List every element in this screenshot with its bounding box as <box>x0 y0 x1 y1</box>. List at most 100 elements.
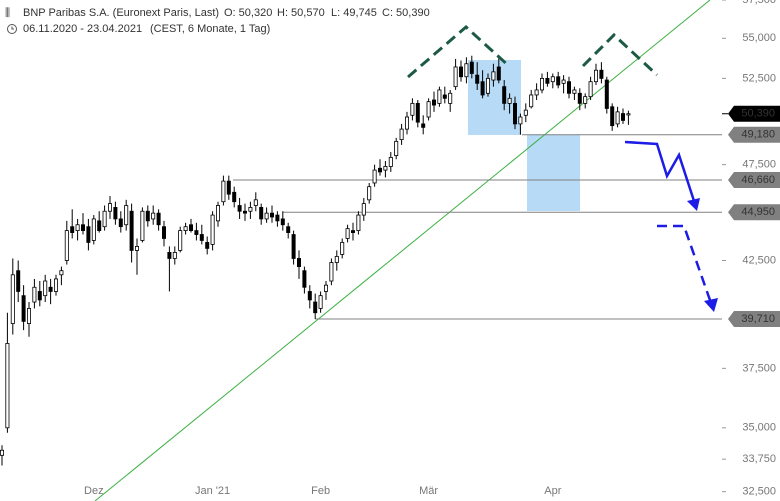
candle-body <box>215 205 220 222</box>
candle-body <box>242 210 247 214</box>
level-label: 46,660 <box>741 174 775 186</box>
candle-body <box>323 284 328 292</box>
candle-body <box>410 102 415 116</box>
candle-body <box>594 69 599 83</box>
candle-body <box>604 79 609 109</box>
candle-body <box>453 66 458 88</box>
candle-body <box>113 207 118 220</box>
candle-body <box>318 295 323 309</box>
dashed-arrow <box>657 224 713 304</box>
arrowhead <box>704 298 718 312</box>
candle-body <box>615 111 620 125</box>
clock-icon <box>7 24 17 34</box>
candle-body <box>188 224 193 232</box>
candle-body <box>556 76 561 86</box>
candle-body <box>485 77 490 94</box>
candle-body <box>183 226 188 232</box>
low-label: L: 49,745 <box>331 7 377 19</box>
candle-body <box>577 92 582 104</box>
candle-body <box>75 224 80 232</box>
level-tag <box>728 311 780 328</box>
candle-body <box>626 113 631 116</box>
header: ⫼ BNP Paribas S.A. (Euronext Paris, Last… <box>5 7 430 35</box>
x-tick-label: Jan '21 <box>195 485 230 497</box>
candle-body <box>118 218 123 228</box>
candle-body <box>102 210 107 228</box>
candle-body <box>491 71 496 81</box>
candle-body <box>129 210 134 251</box>
close-label: C: 50,390 <box>382 7 430 19</box>
candle-body <box>221 180 226 203</box>
y-tick-label: 52,500 <box>742 72 776 84</box>
candle-body <box>394 140 399 157</box>
y-tick-label: 32,500 <box>742 486 776 498</box>
y-tick-label: 55,000 <box>742 32 776 44</box>
x-tick-label: Mär <box>419 485 438 497</box>
candle-body <box>5 343 10 429</box>
candle-body <box>415 102 420 123</box>
candle-body <box>383 166 388 171</box>
candle-body <box>259 207 264 220</box>
candle-body <box>140 210 145 241</box>
candle-body <box>550 76 555 83</box>
level-label: 44,950 <box>741 206 775 218</box>
candle-body <box>334 256 339 263</box>
candle-body <box>307 291 312 301</box>
candle-body <box>507 97 512 104</box>
candle-body <box>48 286 53 292</box>
x-tick-label: Dez <box>84 485 104 497</box>
candle-body <box>0 449 4 456</box>
candle-body <box>194 230 199 235</box>
candle-body <box>583 96 588 104</box>
candle-body <box>567 81 572 94</box>
candle-body <box>377 167 382 173</box>
level-tag <box>728 204 780 221</box>
candle-body <box>329 262 334 282</box>
candle-body <box>70 226 75 233</box>
candle-body <box>621 113 626 121</box>
candle-body <box>464 63 469 78</box>
candle-body <box>248 207 253 212</box>
pattern-lines <box>407 24 659 79</box>
candle-body <box>210 214 215 245</box>
level-tag <box>728 126 780 143</box>
candle-body <box>59 270 64 276</box>
candle-body <box>367 186 372 201</box>
projection-arrows <box>624 140 718 312</box>
candle-body <box>91 218 96 241</box>
candle-body <box>345 228 350 239</box>
trend-line <box>94 0 711 501</box>
candle-body <box>426 101 431 118</box>
candle-body <box>199 234 204 241</box>
candle-body <box>340 242 345 255</box>
candle-body <box>178 230 183 251</box>
candle-body <box>588 81 593 98</box>
candle-body <box>81 224 86 232</box>
candle-body <box>361 203 366 216</box>
candle-body <box>10 274 15 324</box>
last-price-tag <box>728 105 780 122</box>
candle-body <box>496 66 501 81</box>
candle-body <box>232 191 237 203</box>
candle-body <box>296 258 301 267</box>
candle-body <box>475 74 480 84</box>
candle-body <box>572 89 577 94</box>
candle-body <box>388 157 393 167</box>
candle-body <box>313 301 318 314</box>
candle-body <box>523 109 528 116</box>
candle-body <box>356 214 361 232</box>
candle-body <box>534 89 539 96</box>
candle-body <box>32 286 37 303</box>
chart-info: (CEST, 6 Monate, 1 Tag) <box>150 23 270 35</box>
candle-body <box>421 123 426 128</box>
level-label: 39,710 <box>741 313 775 325</box>
left-shoulder-line <box>407 24 512 79</box>
candle-body <box>16 270 21 292</box>
candle-body <box>124 205 129 226</box>
candle-body <box>253 199 258 206</box>
candle-body <box>156 212 161 226</box>
candle-body <box>26 308 31 324</box>
candle-body <box>442 94 447 99</box>
last-price-label: 50,390 <box>741 108 775 120</box>
